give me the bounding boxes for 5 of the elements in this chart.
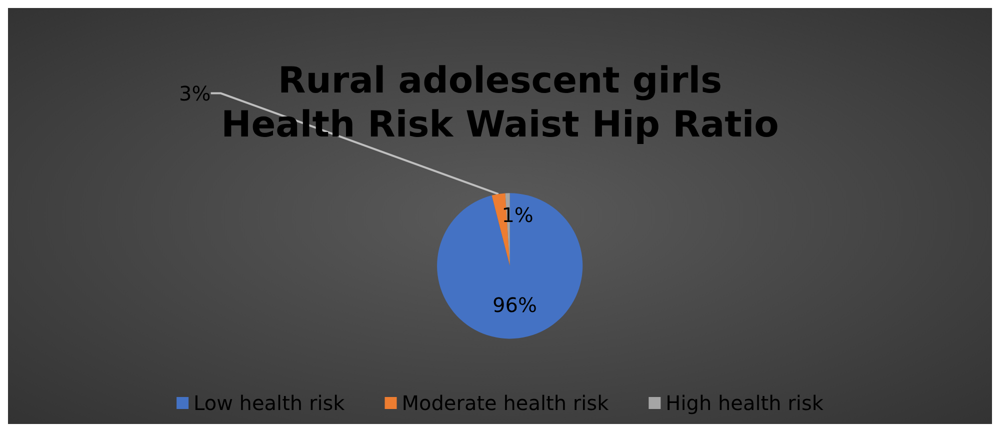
data-label: 96% bbox=[492, 293, 538, 318]
legend-label: Low health risk bbox=[194, 391, 346, 415]
legend-label: Moderate health risk bbox=[402, 391, 610, 415]
legend-label: High health risk bbox=[666, 391, 824, 415]
data-label: 3% bbox=[179, 81, 211, 106]
